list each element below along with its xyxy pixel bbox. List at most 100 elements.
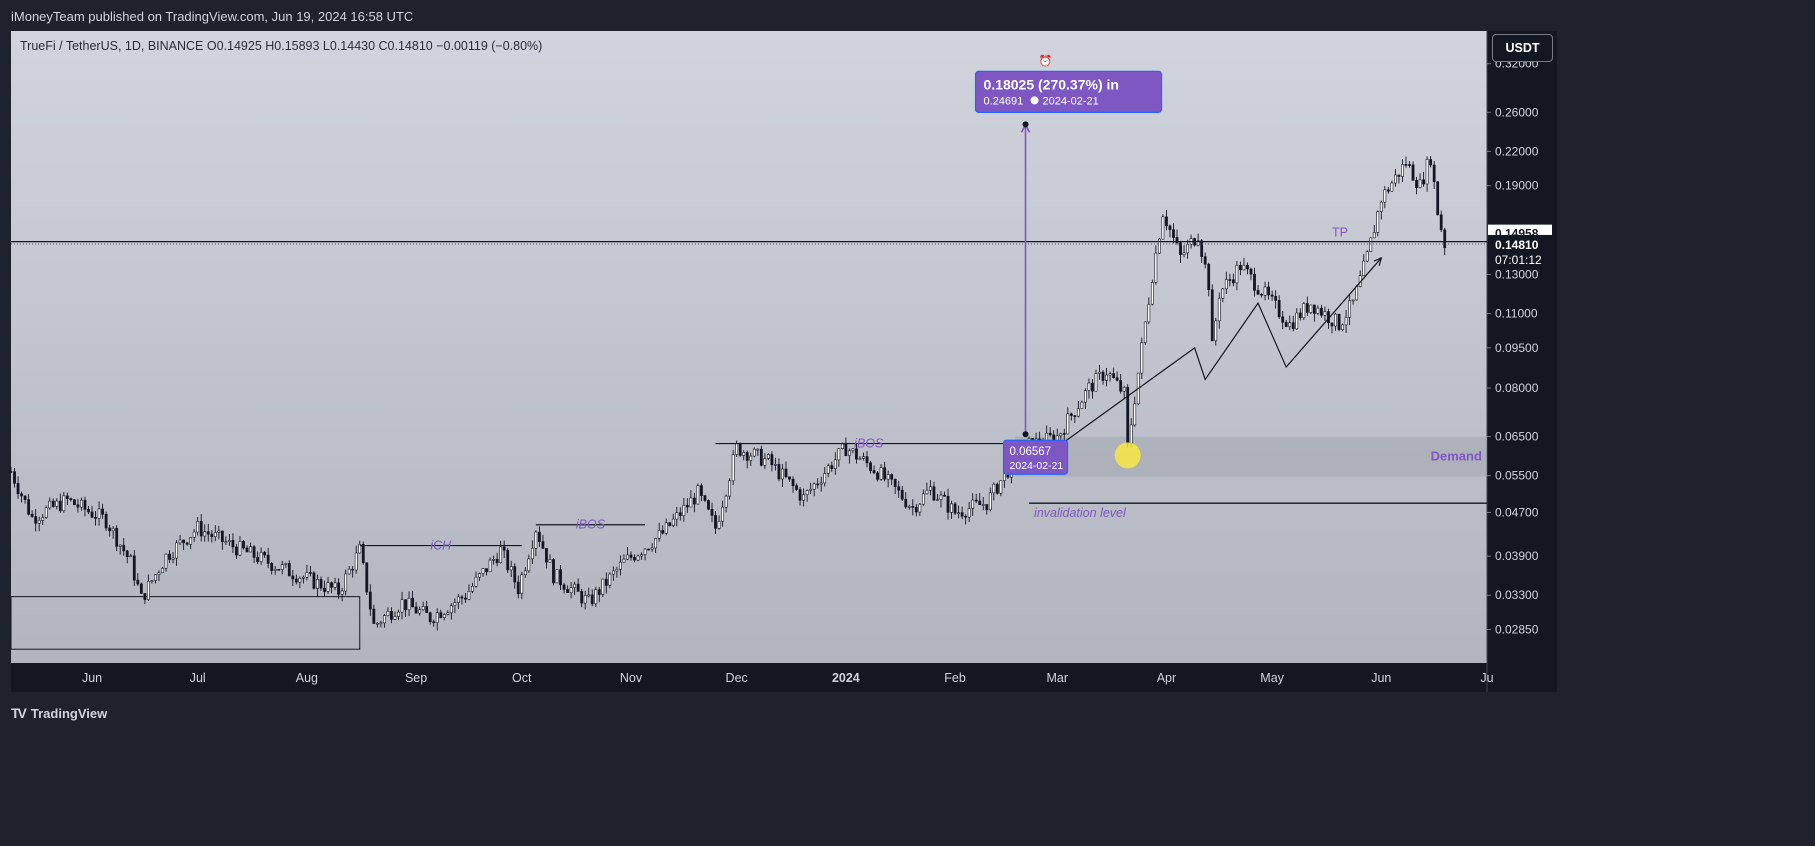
candle-body[interactable] [1200,240,1204,257]
candle-body[interactable] [858,458,862,460]
candle-body[interactable] [759,448,763,466]
candle-body[interactable] [161,567,164,574]
candle-body[interactable] [393,616,397,620]
candle-body[interactable] [995,483,999,494]
candle-body[interactable] [985,504,989,511]
candle-body[interactable] [1401,164,1404,177]
candle-body[interactable] [108,527,112,532]
candle-body[interactable] [548,559,552,563]
candle-body[interactable] [664,522,668,534]
candle-body[interactable] [1182,252,1186,255]
candle-body[interactable] [1256,290,1260,295]
candle-body[interactable] [372,608,376,624]
candle-body[interactable] [805,490,809,495]
candle-body[interactable] [689,497,693,508]
candle-body[interactable] [1157,238,1161,254]
candle-body[interactable] [1235,265,1239,284]
candle-body[interactable] [622,558,626,563]
candle-body[interactable] [143,593,147,600]
measure-label-top[interactable] [974,70,1163,113]
candle-body[interactable] [1069,413,1073,416]
candle-body[interactable] [534,531,538,549]
candle-body[interactable] [851,448,855,452]
candle-body[interactable] [273,569,277,571]
candle-body[interactable] [323,587,326,592]
candle-body[interactable] [1172,229,1175,238]
candle-body[interactable] [1383,189,1387,203]
candle-body[interactable] [1221,288,1225,299]
candle-body[interactable] [1112,373,1115,378]
candle-body[interactable] [361,544,365,564]
candle-body[interactable] [213,532,217,537]
candle-body[interactable] [326,582,330,592]
candle-body[interactable] [1203,256,1207,265]
candle-body[interactable] [1239,265,1242,271]
candle-body[interactable] [1344,317,1348,326]
candle-body[interactable] [735,443,739,455]
candle-body[interactable] [925,489,929,495]
candle-body[interactable] [1425,159,1429,185]
candle-body[interactable] [1091,382,1094,392]
candle-body[interactable] [249,546,252,553]
candle-body[interactable] [1133,403,1137,426]
candle-body[interactable] [685,504,689,508]
tradingview-logo[interactable]: TV TradingView [11,705,107,721]
candle-body[interactable] [869,462,872,471]
candle-body[interactable] [809,488,813,491]
candle-body[interactable] [1436,181,1440,216]
candle-body[interactable] [1140,342,1144,374]
candle-body[interactable] [865,456,869,464]
candle-body[interactable] [936,499,939,501]
candle-body[interactable] [1073,415,1077,417]
candle-body[interactable] [1066,413,1070,435]
candle-body[interactable] [1443,229,1447,249]
candle-body[interactable] [136,579,140,585]
candle-body[interactable] [337,582,341,595]
candle-body[interactable] [471,585,474,592]
candle-body[interactable] [316,579,319,589]
candle-body[interactable] [287,563,291,577]
candle-body[interactable] [1365,251,1369,262]
candle-body[interactable] [791,478,795,486]
candle-body[interactable] [1429,159,1433,166]
candle-body[interactable] [90,511,94,518]
candle-body[interactable] [231,540,235,548]
candle-body[interactable] [20,493,23,497]
candle-body[interactable] [520,574,524,595]
candle-body[interactable] [390,611,393,620]
candle-body[interactable] [1231,279,1235,284]
candle-body[interactable] [971,499,975,509]
candle-body[interactable] [1274,295,1278,301]
candle-body[interactable] [256,557,259,562]
candle-body[interactable] [1415,180,1418,188]
candle-body[interactable] [671,518,675,526]
price-axis[interactable] [1487,31,1557,663]
candle-body[interactable] [872,470,876,474]
candle-body[interactable] [94,516,97,519]
candle-body[interactable] [513,566,517,583]
candle-body[interactable] [1288,322,1292,327]
candle-body[interactable] [488,559,492,573]
candle-body[interactable] [527,558,531,572]
candle-body[interactable] [80,499,83,508]
candle-body[interactable] [967,508,971,518]
candle-body[interactable] [950,503,953,513]
candle-body[interactable] [1165,216,1168,227]
candle-body[interactable] [886,474,890,480]
candle-body[interactable] [590,594,594,605]
candle-body[interactable] [566,589,569,593]
candle-body[interactable] [1320,307,1323,316]
candle-body[interactable] [453,602,457,606]
candle-body[interactable] [1372,231,1376,239]
candle-body[interactable] [640,554,643,557]
candle-body[interactable] [900,489,904,500]
candle-body[interactable] [855,448,858,460]
candle-body[interactable] [284,563,288,565]
candle-body[interactable] [893,478,897,487]
candle-body[interactable] [365,562,369,593]
candle-body[interactable] [1098,371,1101,374]
candle-body[interactable] [1108,373,1112,376]
candle-body[interactable] [1084,390,1087,403]
candle-body[interactable] [1397,174,1401,177]
candle-body[interactable] [819,482,823,485]
